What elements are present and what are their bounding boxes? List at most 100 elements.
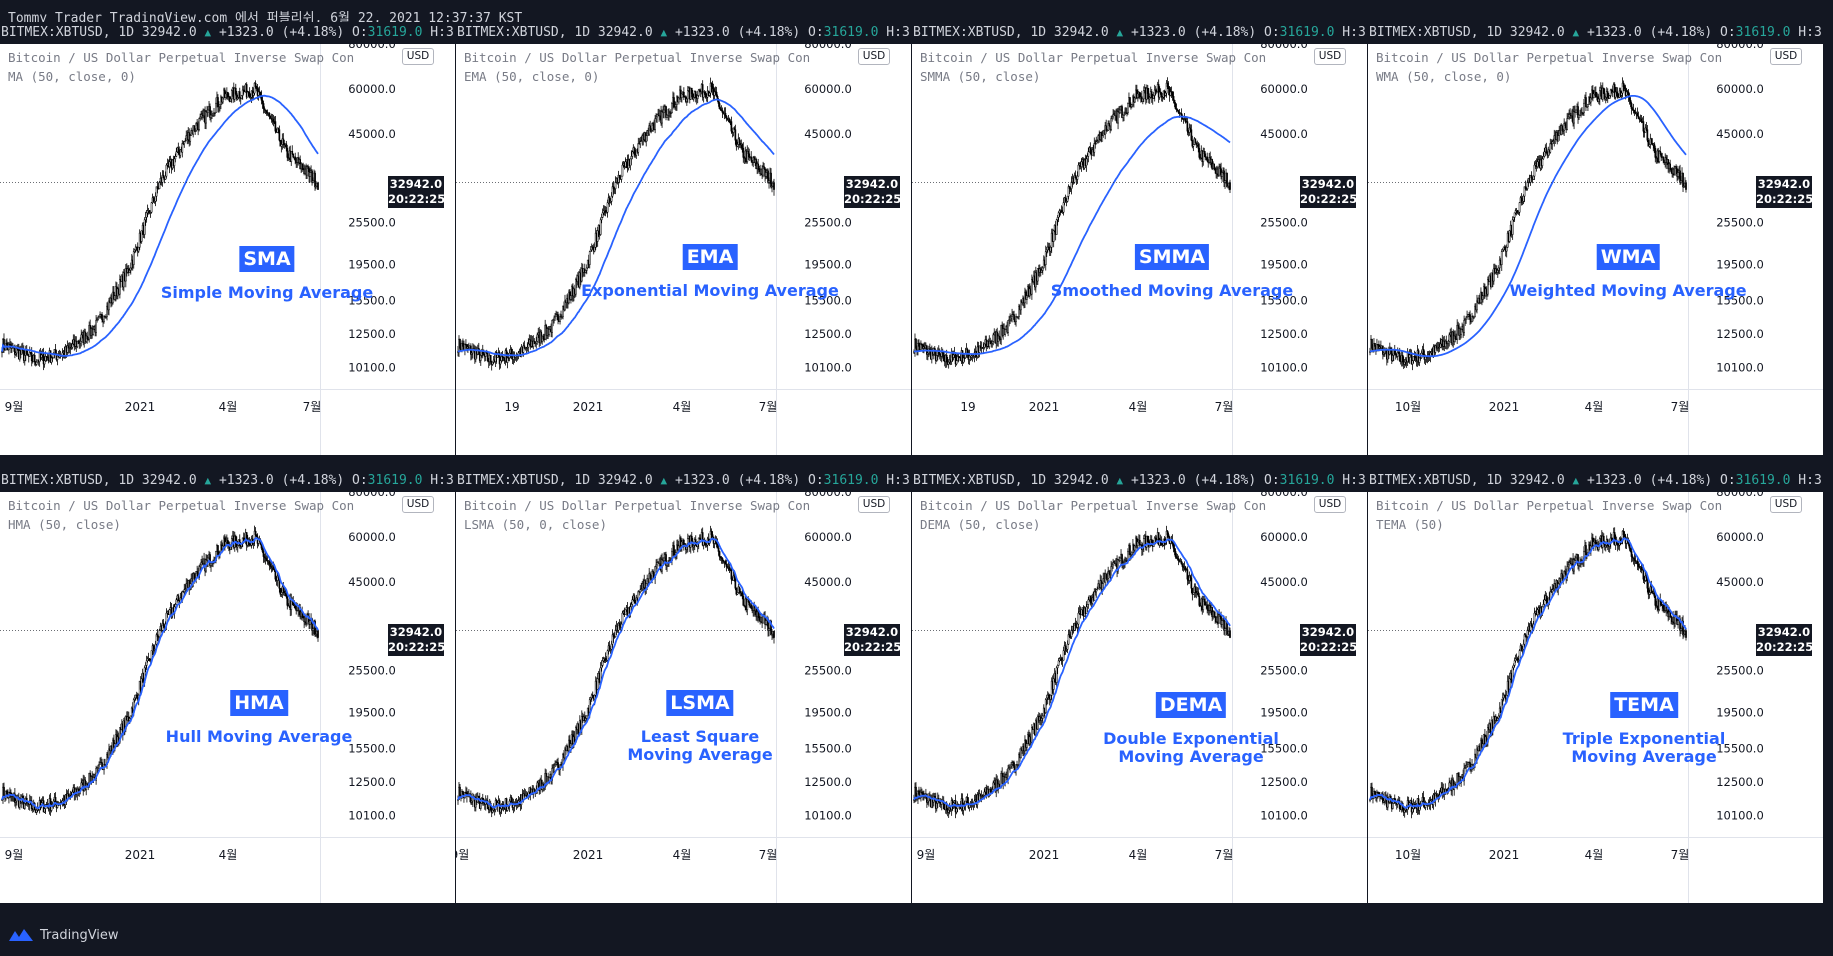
candles bbox=[913, 77, 1231, 369]
candle-body bbox=[733, 575, 736, 578]
chart-area[interactable]: 80000.0 60000.0 45000.0 25500.0 19500.0 15500… bbox=[912, 492, 1367, 903]
candle-body bbox=[108, 300, 110, 311]
chart-area[interactable]: 80000.0 60000.0 45000.0 25500.0 19500.0 15500… bbox=[456, 492, 911, 903]
symbol-line: BITMEX:XBTUSD, 1D 32942.0 ▲ +1323.0 (+4.… bbox=[0, 470, 455, 492]
chart-area[interactable]: 80000.0 60000.0 45000.0 25500.0 19500.0 15500… bbox=[0, 492, 455, 903]
candle-body bbox=[43, 808, 46, 813]
high-label: H:3 bbox=[886, 473, 910, 488]
price-tick-label: 10100.0 bbox=[1260, 808, 1308, 822]
currency-label[interactable]: USD bbox=[1314, 496, 1346, 513]
time-tick-label: 10월 bbox=[1395, 400, 1421, 414]
moving-average-line bbox=[457, 537, 775, 809]
candle-body bbox=[1512, 217, 1515, 221]
candle-body bbox=[750, 156, 753, 161]
price-chart[interactable]: 80000.060000.045000.025500.019500.015500… bbox=[456, 492, 911, 903]
currency-label[interactable]: USD bbox=[402, 48, 434, 65]
candle-body bbox=[536, 334, 539, 342]
price-chart[interactable]: 80000.060000.045000.025500.019500.015500… bbox=[1368, 44, 1823, 455]
currency-label[interactable]: USD bbox=[402, 496, 434, 513]
candle-body bbox=[621, 612, 624, 625]
candle-body bbox=[214, 112, 216, 114]
candle-body bbox=[92, 329, 94, 335]
currency-label[interactable]: USD bbox=[1314, 48, 1346, 65]
candle-body bbox=[663, 109, 665, 113]
price-tick-label: 25500.0 bbox=[804, 216, 852, 230]
candle-body bbox=[1648, 144, 1651, 147]
price-chart[interactable]: 80000.060000.045000.025500.019500.015500… bbox=[456, 44, 911, 455]
candle-body bbox=[1465, 317, 1467, 321]
candle-body bbox=[655, 116, 657, 119]
candle-body bbox=[33, 354, 36, 363]
price-chart[interactable]: 80000.060000.045000.025500.019500.015500… bbox=[912, 44, 1367, 455]
candle-body bbox=[1134, 545, 1136, 551]
candle-body bbox=[1213, 611, 1216, 617]
candle-body bbox=[1646, 129, 1649, 141]
candle-body bbox=[1124, 113, 1126, 116]
candles bbox=[1369, 527, 1687, 819]
candle-body bbox=[741, 143, 744, 149]
price-chart[interactable]: 80000.060000.045000.025500.019500.015500… bbox=[1368, 492, 1823, 903]
candle-body bbox=[733, 127, 736, 130]
candle-body bbox=[143, 219, 146, 235]
chart-panel-lsma[interactable]: BITMEX:XBTUSD, 1D 32942.0 ▲ +1323.0 (+4.… bbox=[456, 470, 911, 903]
candle-body bbox=[1398, 352, 1401, 362]
candle-body bbox=[165, 164, 168, 177]
candle-body bbox=[291, 151, 294, 155]
currency-label[interactable]: USD bbox=[858, 496, 890, 513]
candle-body bbox=[947, 361, 950, 365]
candle-body bbox=[1189, 575, 1192, 578]
candle-body bbox=[56, 355, 59, 360]
chart-area[interactable]: 80000.0 60000.0 45000.0 25500.0 19500.0 15500… bbox=[456, 44, 911, 455]
candle-body bbox=[1146, 535, 1149, 542]
chart-panel-tema[interactable]: BITMEX:XBTUSD, 1D 32942.0 ▲ +1323.0 (+4.… bbox=[1368, 470, 1823, 903]
currency-label[interactable]: USD bbox=[1770, 48, 1802, 65]
candle-body bbox=[557, 314, 559, 320]
candle-body bbox=[1013, 314, 1015, 320]
candle-body bbox=[742, 595, 745, 606]
candle-body bbox=[277, 127, 280, 130]
price-chart[interactable]: 80000.060000.045000.025500.019500.015500… bbox=[0, 492, 455, 903]
candle-body bbox=[570, 295, 572, 300]
up-arrow-icon: ▲ bbox=[660, 474, 668, 487]
candle-body bbox=[557, 762, 559, 768]
price-tick-label: 25500.0 bbox=[1260, 664, 1308, 678]
candle-body bbox=[1141, 98, 1144, 102]
chart-panel-dema[interactable]: BITMEX:XBTUSD, 1D 32942.0 ▲ +1323.0 (+4.… bbox=[912, 470, 1367, 903]
price-chart[interactable]: 80000.060000.045000.025500.019500.015500… bbox=[912, 492, 1367, 903]
candle-body bbox=[1061, 659, 1064, 662]
candle-body bbox=[252, 92, 255, 96]
candle-body bbox=[1492, 268, 1495, 282]
candle-body bbox=[510, 349, 513, 355]
candle-body bbox=[1482, 295, 1484, 300]
candle-body bbox=[234, 535, 237, 542]
candle-body bbox=[955, 808, 958, 813]
candle-body bbox=[1587, 104, 1589, 107]
candle-body bbox=[103, 316, 105, 323]
chart-area[interactable]: 80000.0 60000.0 45000.0 25500.0 19500.0 15500… bbox=[0, 44, 455, 455]
moving-average-line bbox=[457, 98, 775, 357]
candle-body bbox=[1192, 144, 1195, 147]
candle-body bbox=[1119, 109, 1121, 113]
chart-panel-sma[interactable]: BITMEX:XBTUSD, 1D 32942.0 ▲ +1323.0 (+4.… bbox=[0, 22, 455, 455]
chart-panel-ema[interactable]: BITMEX:XBTUSD, 1D 32942.0 ▲ +1323.0 (+4.… bbox=[456, 22, 911, 455]
candle-body bbox=[630, 156, 633, 160]
candle-body bbox=[1121, 106, 1123, 118]
price-chart[interactable]: 80000.060000.045000.025500.019500.015500… bbox=[0, 44, 455, 455]
candle-body bbox=[1630, 103, 1633, 109]
candle-body bbox=[1542, 156, 1545, 160]
chart-area[interactable]: 80000.0 60000.0 45000.0 25500.0 19500.0 15500… bbox=[912, 44, 1367, 455]
candle-body bbox=[1044, 699, 1047, 713]
candle-body bbox=[54, 797, 57, 803]
indicator-legend: HMA (50, close) bbox=[8, 517, 121, 532]
chart-panel-hma[interactable]: BITMEX:XBTUSD, 1D 32942.0 ▲ +1323.0 (+4.… bbox=[0, 470, 455, 903]
high-label: H:3 bbox=[430, 473, 454, 488]
chart-area[interactable]: 80000.0 60000.0 45000.0 25500.0 19500.0 15500… bbox=[1368, 492, 1823, 903]
currency-label[interactable]: USD bbox=[858, 48, 890, 65]
instrument-name: Bitcoin / US Dollar Perpetual Inverse Sw… bbox=[920, 50, 1267, 65]
chart-area[interactable]: 80000.0 60000.0 45000.0 25500.0 19500.0 15500… bbox=[1368, 44, 1823, 455]
chart-panel-wma[interactable]: BITMEX:XBTUSD, 1D 32942.0 ▲ +1323.0 (+4.… bbox=[1368, 22, 1823, 455]
chart-panel-smma[interactable]: BITMEX:XBTUSD, 1D 32942.0 ▲ +1323.0 (+4.… bbox=[912, 22, 1367, 455]
price-tick-label: 12500.0 bbox=[804, 327, 852, 341]
candle-body bbox=[633, 147, 636, 153]
last-price-tag: 32942.0 20:22:25 bbox=[1756, 175, 1813, 208]
